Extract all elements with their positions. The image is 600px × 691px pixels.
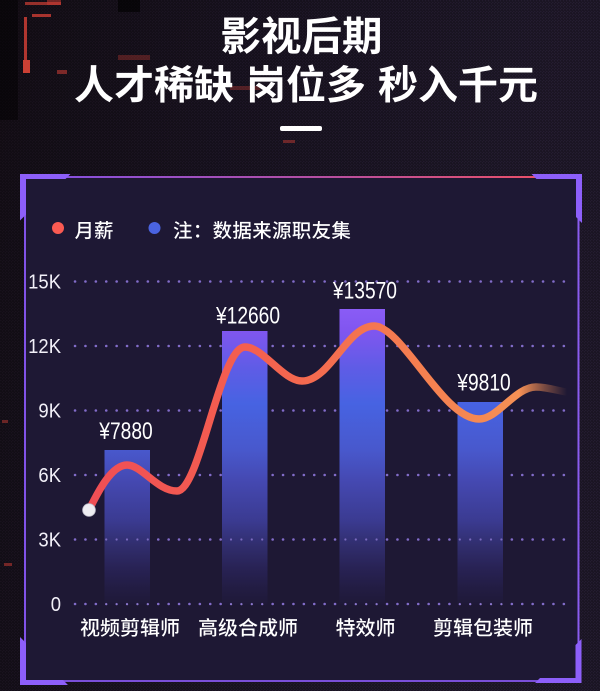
svg-text:12K: 12K [28, 335, 61, 358]
svg-text:6K: 6K [38, 464, 61, 487]
svg-text:¥7880: ¥7880 [98, 417, 152, 445]
svg-text:¥13570: ¥13570 [332, 276, 397, 304]
svg-text:¥12660: ¥12660 [215, 301, 280, 329]
svg-text:9K: 9K [38, 400, 61, 423]
svg-text:0: 0 [51, 593, 61, 616]
svg-text:¥9810: ¥9810 [456, 368, 510, 396]
svg-text:15K: 15K [28, 271, 61, 294]
svg-text:3K: 3K [38, 529, 61, 552]
